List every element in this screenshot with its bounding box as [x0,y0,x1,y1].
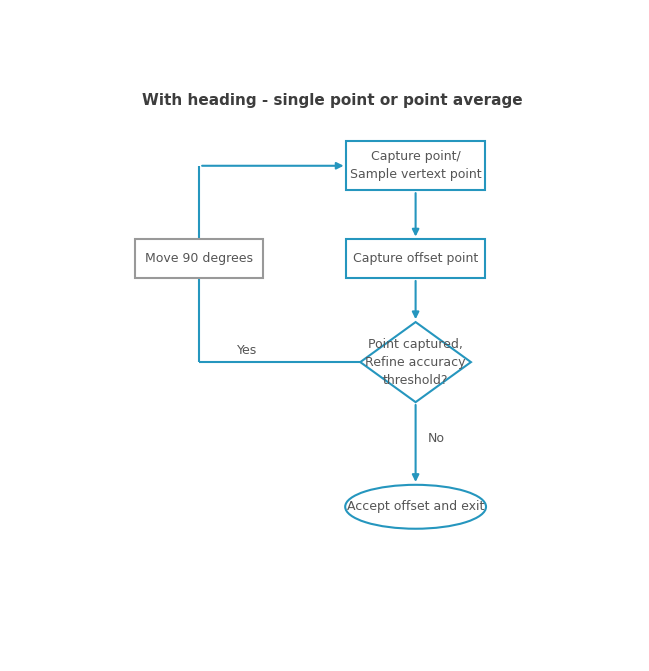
Ellipse shape [345,485,486,529]
Polygon shape [360,322,471,402]
FancyBboxPatch shape [347,141,485,191]
Text: Accept offset and exit: Accept offset and exit [347,501,484,513]
Text: Capture point/
Sample vertext point: Capture point/ Sample vertext point [350,150,482,181]
Text: Point captured,
Refine accuracy
threshold?: Point captured, Refine accuracy threshol… [365,338,466,386]
Text: No: No [428,432,445,445]
Text: With heading - single point or point average: With heading - single point or point ave… [142,93,523,109]
FancyBboxPatch shape [347,240,485,278]
FancyBboxPatch shape [135,240,263,278]
Text: Yes: Yes [237,344,257,357]
Text: Capture offset point: Capture offset point [353,252,478,265]
Text: Move 90 degrees: Move 90 degrees [145,252,253,265]
